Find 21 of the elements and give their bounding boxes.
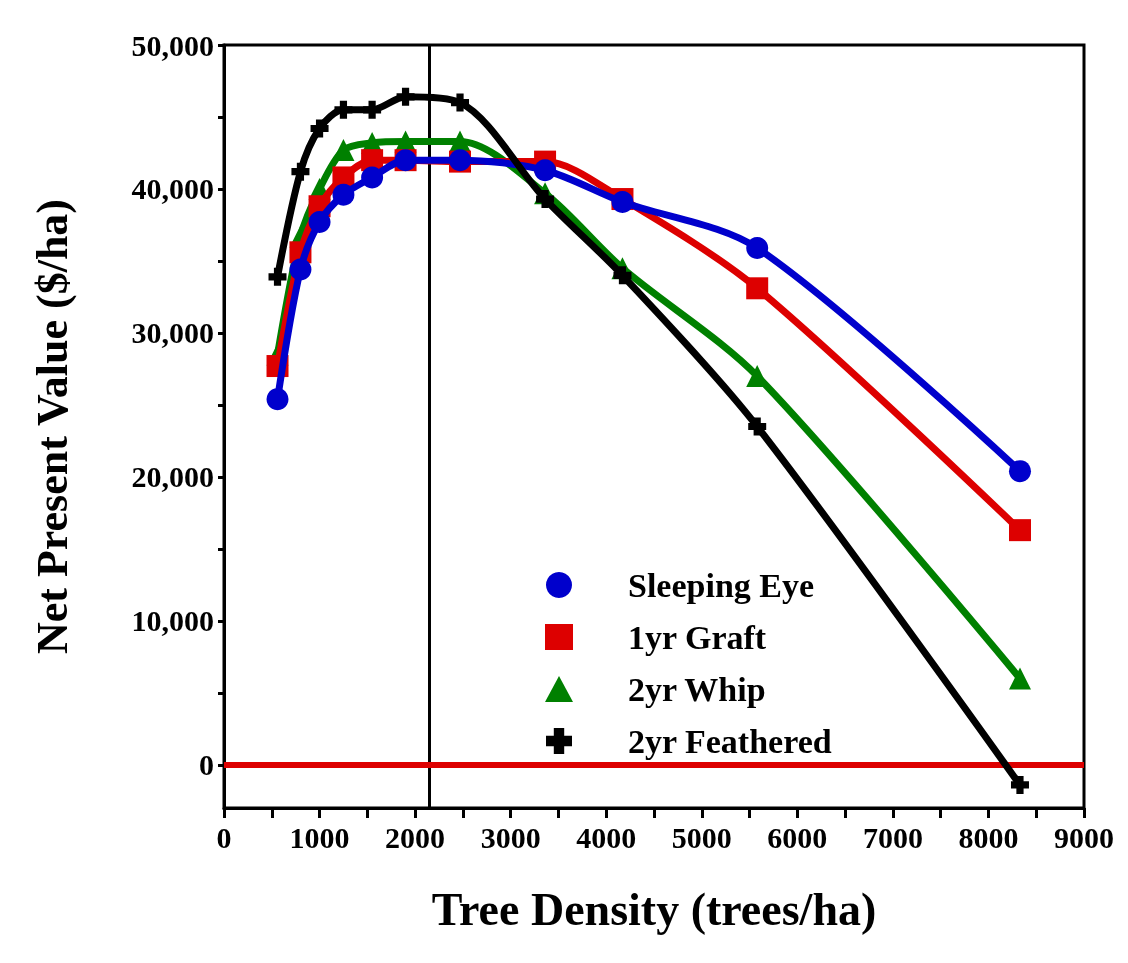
y-tick-label: 30,000	[131, 316, 214, 350]
x-tick-label: 7000	[862, 820, 923, 854]
x-tick-label: 5000	[671, 820, 732, 854]
y-tick-label: 50,000	[131, 28, 214, 62]
legend-label: 1yr Graft	[628, 618, 767, 656]
y-tick-label: 40,000	[131, 172, 214, 206]
y-tick-label: 20,000	[131, 460, 214, 494]
x-tick-label: 8000	[958, 820, 1019, 854]
x-tick-label: 4000	[576, 820, 637, 854]
y-tick-label: 0	[199, 748, 214, 782]
y-axis-title: Net Present Value ($/ha)	[27, 198, 77, 655]
x-tick-label: 9000	[1054, 820, 1114, 854]
legend-label: 2yr Whip	[628, 670, 766, 708]
x-axis-title: Tree Density (trees/ha)	[431, 883, 877, 935]
y-tick-label: 10,000	[131, 604, 214, 638]
x-tick-label: 3000	[480, 820, 541, 854]
legend-label: Sleeping Eye	[628, 566, 815, 604]
x-tick-label: 1000	[289, 820, 350, 854]
x-tick-label: 6000	[767, 820, 828, 854]
x-tick-label: 2000	[385, 820, 446, 854]
legend-label: 2yr Feathered	[628, 722, 832, 760]
